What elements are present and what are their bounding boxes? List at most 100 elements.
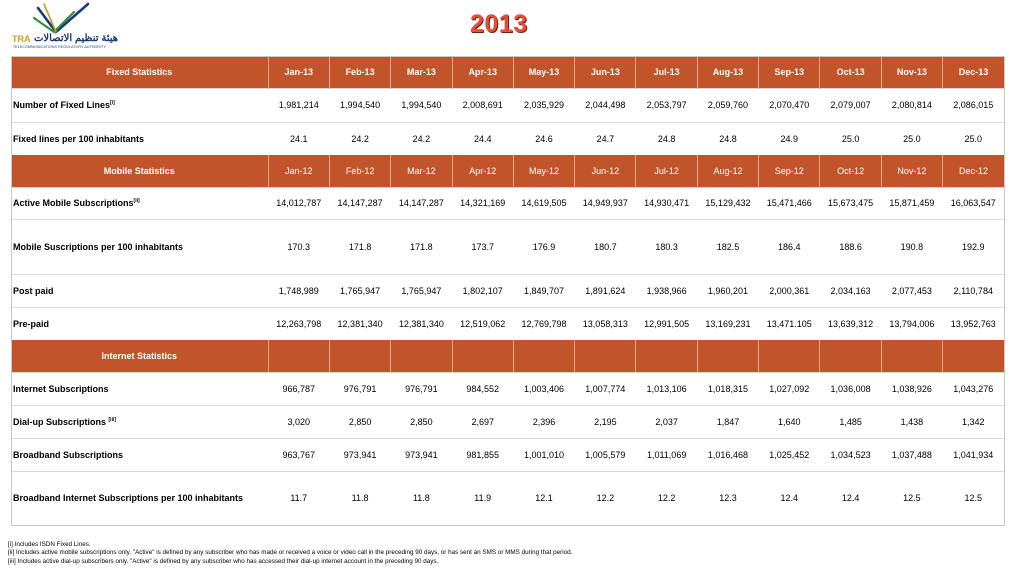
page-title-year: 2013	[470, 10, 528, 38]
table-cell: 2,077,453	[881, 273, 943, 307]
internet-row-label: Broadband Internet Subscriptions per 100…	[11, 470, 269, 524]
table-cell: 24.1	[268, 121, 330, 155]
mobile-statistics-month-10: Oct-12	[819, 155, 882, 187]
tra-emblem-icon	[32, 2, 90, 34]
internet-statistics-month-12	[942, 340, 1004, 372]
table-cell: 973,941	[390, 437, 453, 471]
row-label-text: Active Mobile Subscriptions	[13, 198, 134, 208]
table-cell: 12,769,798	[513, 306, 575, 340]
table-cell: 2,850	[390, 404, 453, 438]
table-cell: 13,169,231	[697, 306, 759, 340]
row-label-text: Pre-paid	[13, 318, 50, 329]
row-label-text: Post paid	[13, 285, 54, 296]
internet-statistics-month-5	[512, 340, 575, 372]
fixed-statistics-month-12: Dec-13	[942, 56, 1004, 88]
table-cell: 14,147,287	[390, 186, 453, 219]
internet-statistics-month-10	[819, 340, 882, 372]
table-cell: 12,519,062	[452, 306, 514, 340]
tra-logo: TRA هيئة تنظيم الاتصالات TELECOMMUNICATI…	[10, 2, 125, 50]
table-cell: 24.4	[452, 121, 514, 155]
fixed-statistics-month-9: Sep-13	[758, 56, 820, 88]
fixed-statistics-month-3: Mar-13	[390, 56, 453, 88]
table-cell: 11.8	[329, 470, 391, 524]
table-cell: 1,765,947	[390, 273, 453, 307]
table-cell: 1,003,406	[513, 371, 575, 405]
table-cell: 25.0	[819, 121, 882, 155]
mobile-statistics-month-6: Jun-12	[574, 155, 636, 187]
fixed-statistics-month-11: Nov-13	[880, 56, 943, 88]
table-cell: 1,981,214	[268, 87, 330, 122]
table-cell: 1,005,579	[574, 437, 636, 471]
table-cell: 1,748,989	[268, 273, 330, 307]
table-row: Fixed lines per 100 inhabitants 24.1 24.2 2…	[11, 121, 1004, 155]
table-cell: 14,147,287	[329, 186, 391, 219]
internet-statistics-month-2	[328, 340, 391, 372]
table-cell: 11.7	[268, 470, 330, 524]
table-cell: 12.5	[881, 470, 943, 524]
internet-statistics-month-3	[390, 340, 453, 372]
fixed-statistics-month-7: Jul-13	[635, 56, 698, 88]
table-cell: 2,035,929	[513, 87, 575, 122]
table-cell: 13,639,312	[819, 306, 882, 340]
table-cell: 1,016,468	[697, 437, 759, 471]
row-label-text: Broadband Subscriptions	[13, 449, 124, 460]
table-cell: 14,949,937	[574, 186, 636, 219]
footnote-1: [i] Includes ISDN Fixed Lines.	[8, 541, 91, 548]
table-row: Dial-up Subscriptions [iii] 3,020 2,850 2,8…	[11, 404, 1004, 438]
table-cell: 13,952,763	[942, 306, 1004, 340]
table-cell: 24.9	[758, 121, 820, 155]
table-cell: 12,381,340	[329, 306, 391, 340]
table-cell: 11.9	[452, 470, 514, 524]
internet-statistics-header-row: Internet Statistics	[11, 340, 1004, 372]
table-cell: 963,767	[268, 437, 330, 471]
statistics-table: Fixed Statistics Jan-13 Feb-13 Mar-13 Apr-13…	[11, 56, 1004, 524]
table-cell: 1,938,966	[635, 273, 698, 307]
table-cell: 12,991,505	[635, 306, 698, 340]
table-cell: 12.3	[697, 470, 759, 524]
table-cell: 1,891,624	[574, 273, 636, 307]
mobile-statistics-month-2: Feb-12	[328, 155, 391, 187]
table-cell: 1,342	[942, 404, 1004, 438]
table-cell: 2,053,797	[635, 87, 698, 122]
internet-statistics-month-7	[635, 340, 698, 372]
table-cell: 1,960,201	[697, 273, 759, 307]
internet-row-label: Internet Subscriptions	[11, 371, 269, 405]
table-cell: 12.1	[513, 470, 575, 524]
table-cell: 25.0	[942, 121, 1004, 155]
table-cell: 1,036,008	[819, 371, 882, 405]
table-cell: 1,013,106	[635, 371, 698, 405]
table-cell: 180.7	[574, 218, 636, 274]
internet-statistics-month-8	[696, 340, 759, 372]
table-cell: 2,000,361	[758, 273, 820, 307]
footnote-ref: [iii]	[108, 416, 117, 423]
table-cell: 12.4	[819, 470, 882, 524]
table-cell: 14,012,787	[268, 186, 330, 219]
logo-english-text: TELECOMMUNICATIONS REGULATORY AUTHORITY	[13, 45, 107, 49]
table-cell: 171.8	[329, 218, 391, 274]
table-cell: 1,802,107	[452, 273, 514, 307]
mobile-statistics-month-8: Aug-12	[696, 155, 759, 187]
table-cell: 173.7	[452, 218, 514, 274]
table-cell: 1,994,540	[329, 87, 391, 122]
footnotes: [i] Includes ISDN Fixed Lines. [ii] Incl…	[8, 541, 572, 566]
table-cell: 1,849,707	[513, 273, 575, 307]
fixed-statistics-month-4: Apr-13	[451, 56, 514, 88]
table-cell: 1,765,947	[329, 273, 391, 307]
table-cell: 966,787	[268, 371, 330, 405]
mobile-statistics-month-12: Dec-12	[942, 155, 1004, 187]
table-cell: 24.2	[390, 121, 453, 155]
fixed-statistics-month-2: Feb-13	[328, 56, 391, 88]
mobile-statistics-header-row: Mobile Statistics Jan-12 Feb-12 Mar-12 Apr-1…	[11, 155, 1004, 187]
mobile-statistics-month-7: Jul-12	[635, 155, 698, 187]
internet-statistics-month-4	[451, 340, 514, 372]
table-cell: 2,059,760	[697, 87, 759, 122]
mobile-row-label: Post paid	[11, 273, 269, 307]
mobile-statistics-month-9: Sep-12	[758, 155, 820, 187]
table-cell: 2,080,814	[881, 87, 943, 122]
table-cell: 1,001,010	[513, 437, 575, 471]
table-cell: 24.7	[574, 121, 636, 155]
fixed-statistics-month-6: Jun-13	[574, 56, 636, 88]
table-cell: 15,673,475	[819, 186, 882, 219]
fixed-statistics-month-5: May-13	[512, 56, 575, 88]
fixed-statistics-header-row: Fixed Statistics Jan-13 Feb-13 Mar-13 Apr-13…	[11, 56, 1004, 88]
